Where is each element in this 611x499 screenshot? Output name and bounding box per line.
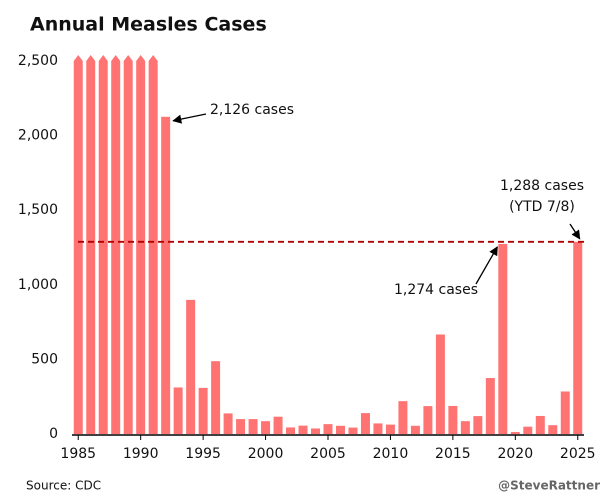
bar: [510, 432, 520, 434]
bar: [211, 361, 221, 434]
x-tick-label: 2010: [373, 446, 409, 462]
bar: [161, 116, 171, 435]
bar: [311, 428, 321, 434]
bar: [323, 424, 333, 434]
x-tick-label: 2005: [310, 446, 346, 462]
bar: [286, 427, 296, 434]
bar: [198, 387, 208, 434]
bar: [523, 426, 533, 434]
bar: [136, 61, 146, 434]
x-tick-label: 1995: [185, 446, 221, 462]
bar: [560, 391, 570, 434]
bar: [448, 405, 458, 434]
x-tick-label: 2000: [248, 446, 284, 462]
credit: @SteveRattner: [498, 479, 600, 493]
y-tick-label: 1,500: [18, 202, 58, 218]
annotation-arrow: [475, 246, 498, 285]
x-tick-label: 1985: [60, 446, 96, 462]
bar: [485, 378, 495, 434]
clip-arrow: [111, 55, 121, 61]
bar: [410, 425, 420, 434]
bar: [236, 419, 246, 434]
bar: [385, 424, 395, 434]
bar: [435, 334, 445, 434]
y-tick-label: 1,000: [18, 277, 58, 293]
annotation-arrow: [569, 223, 581, 240]
bar: [298, 425, 308, 434]
bar: [273, 416, 283, 434]
bar: [373, 423, 383, 434]
clip-arrow: [86, 55, 96, 61]
bar: [423, 406, 433, 434]
bar: [98, 61, 108, 434]
clip-arrow: [148, 55, 158, 61]
bar: [398, 401, 408, 434]
bar: [348, 427, 358, 434]
bar: [173, 387, 183, 434]
value-label: 1,288 cases: [500, 178, 584, 194]
bar: [111, 61, 121, 434]
annotation-arrow: [172, 113, 207, 124]
bar: [548, 425, 558, 434]
bar: [186, 299, 196, 434]
y-tick-label: 2,500: [18, 53, 58, 69]
x-tick-label: 2025: [560, 446, 596, 462]
bar: [148, 61, 158, 434]
bar: [573, 241, 583, 434]
annotation: (YTD 7/8): [509, 199, 575, 215]
value-label: 2,126 cases: [210, 102, 294, 118]
bar: [473, 416, 483, 434]
bar: [248, 419, 258, 434]
source: Source: CDC: [26, 479, 101, 493]
x-tick-label: 2020: [497, 446, 533, 462]
bar: [460, 421, 470, 434]
clip-arrow: [98, 55, 108, 61]
bar: [261, 421, 271, 434]
clip-arrow: [123, 55, 133, 61]
bar: [498, 243, 508, 434]
x-tick-label: 2015: [435, 446, 471, 462]
clip-arrow: [73, 55, 83, 61]
y-tick-label: 0: [49, 426, 58, 442]
y-tick-label: 2,000: [18, 128, 58, 144]
bar: [223, 413, 233, 434]
bar: [73, 61, 83, 434]
bar: [335, 425, 345, 434]
y-tick-label: 500: [31, 351, 58, 367]
chart-title: Annual Measles Cases: [30, 14, 267, 36]
bar: [535, 415, 545, 434]
bar: [86, 61, 96, 434]
bar: [360, 413, 370, 434]
clip-arrow: [136, 55, 146, 61]
x-tick-label: 1990: [123, 446, 159, 462]
bar: [123, 61, 133, 434]
value-label: 1,274 cases: [394, 282, 478, 298]
